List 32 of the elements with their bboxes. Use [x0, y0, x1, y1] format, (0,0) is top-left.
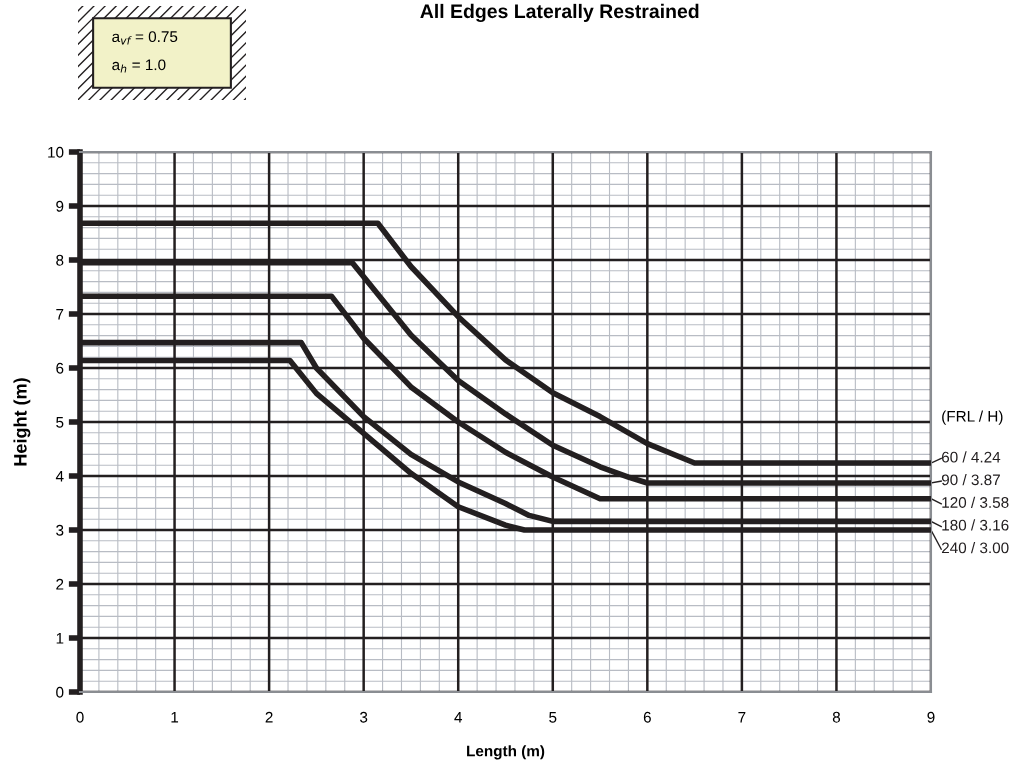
x-tick-label: 1	[171, 712, 179, 723]
y-tick-label: 7	[56, 309, 64, 320]
y-tick-label: 6	[56, 362, 64, 374]
x-tick-label: 3	[360, 711, 368, 723]
legend-label: 180 / 3.16	[942, 519, 1009, 531]
y-axis-title: Height (m)	[13, 378, 31, 466]
x-tick-label: 6	[643, 711, 651, 723]
y-tick-label: 4	[55, 471, 64, 482]
y-tick-label: 10	[48, 146, 64, 158]
chart-title: All Edges Laterally Restrained	[420, 3, 699, 23]
y-tick-label: 9	[56, 200, 64, 212]
x-tick-label: 0	[76, 711, 84, 723]
x-tick-label: 9	[927, 711, 935, 723]
x-tick-label: 5	[549, 712, 557, 723]
x-axis-title: Length (m)	[467, 745, 545, 760]
y-tick-label: 0	[56, 686, 64, 698]
legend-label: 240 / 3.00	[941, 542, 1009, 554]
x-tick-label: 4	[454, 712, 463, 723]
y-tick-label: 2	[56, 578, 64, 590]
legend-title: (FRL / H)	[942, 410, 1003, 425]
x-tick-label: 2	[265, 711, 273, 723]
y-tick-label: 3	[56, 524, 64, 536]
legend-label: 60 / 4.24	[941, 451, 1001, 463]
y-tick-label: 8	[56, 254, 64, 266]
x-tick-label: 7	[738, 712, 746, 723]
text: a$_{vf}$ = 0.75	[112, 31, 178, 45]
legend-label: 120 / 3.58	[942, 496, 1009, 508]
x-tick-label: 8	[832, 711, 841, 723]
legend-label: 90 / 3.87	[941, 474, 1000, 486]
y-tick-label: 5	[56, 417, 64, 428]
y-tick-label: 1	[56, 633, 64, 644]
text: a$_{h}$ = 1.0	[112, 59, 166, 73]
